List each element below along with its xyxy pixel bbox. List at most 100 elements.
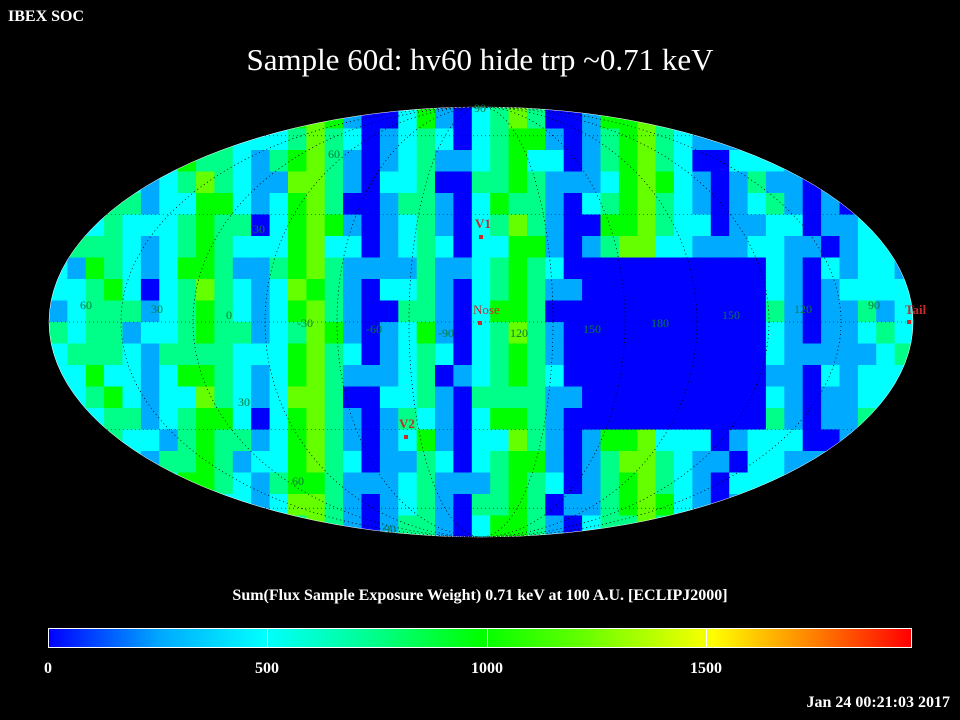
heatmap-cell — [710, 107, 730, 130]
heatmap-cell — [361, 515, 381, 537]
colorbar-tick — [267, 628, 268, 648]
heatmap-cell — [545, 408, 565, 431]
heatmap-cell — [765, 279, 785, 302]
graticule-lon — [120, 107, 842, 537]
heatmap-cell — [894, 193, 913, 216]
heatmap-cell — [765, 365, 785, 388]
heatmap-cell — [104, 386, 124, 409]
svg-text:V2: V2 — [399, 416, 415, 431]
heatmap-cell — [655, 279, 675, 302]
heatmap-cell — [747, 171, 767, 194]
heatmap-cell — [324, 128, 344, 151]
heatmap-cell — [765, 193, 785, 216]
heatmap-cell — [196, 236, 216, 259]
heatmap-cell — [122, 408, 142, 431]
heatmap-cell — [324, 472, 344, 495]
heatmap-cell — [251, 214, 271, 237]
heatmap-cell — [288, 365, 307, 388]
heatmap-cell — [361, 214, 381, 237]
heatmap-cell — [343, 451, 363, 474]
heatmap-cell — [306, 107, 326, 130]
lon-label: 120 — [510, 326, 528, 340]
heatmap-cell — [490, 300, 510, 323]
heatmap-cell — [508, 429, 528, 452]
heatmap-cell — [67, 343, 87, 366]
heatmap-cell — [416, 214, 436, 237]
heatmap-cell — [747, 451, 767, 474]
heatmap-cell — [288, 322, 307, 345]
lat-label: 90 — [384, 522, 396, 536]
heatmap-cell — [802, 214, 822, 237]
heatmap-cell — [821, 472, 841, 495]
heatmap-cell — [784, 300, 804, 323]
heatmap-cell — [435, 429, 454, 452]
heatmap-cell — [618, 279, 638, 302]
heatmap-cell — [251, 386, 271, 409]
heatmap-cell — [269, 451, 289, 474]
heatmap-cell — [582, 150, 602, 173]
heatmap-cell — [416, 494, 436, 517]
heatmap-cell — [600, 408, 620, 431]
heatmap-cell — [765, 429, 785, 452]
heatmap-cell — [710, 515, 730, 537]
heatmap-cell — [416, 236, 436, 259]
heatmap-cell — [269, 515, 289, 537]
heatmap-cell — [729, 150, 749, 173]
heatmap-cell — [122, 214, 142, 237]
heatmap-cell — [67, 128, 87, 151]
heatmap-cell — [582, 515, 602, 537]
heatmap-cell — [802, 279, 822, 302]
heatmap-cell — [637, 343, 657, 366]
heatmap-cell — [527, 451, 546, 474]
heatmap-cell — [637, 408, 657, 431]
heatmap-cell — [85, 494, 105, 517]
heatmap-cell — [67, 408, 87, 431]
heatmap-cell — [857, 343, 877, 366]
heatmap-cell — [545, 472, 565, 495]
heatmap-cell — [747, 193, 767, 216]
heatmap-cell — [821, 386, 841, 409]
heatmap-cell — [416, 193, 436, 216]
heatmap-cell — [747, 322, 767, 345]
heatmap-cell — [692, 365, 712, 388]
heatmap-cell — [471, 236, 491, 259]
heatmap-cell — [361, 408, 381, 431]
heatmap-cell — [214, 429, 234, 452]
heatmap-cell — [288, 214, 307, 237]
lon-label: 0 — [226, 308, 232, 322]
heatmap-cell — [85, 236, 105, 259]
heatmap-cell — [490, 150, 510, 173]
heatmap-cell — [361, 322, 381, 345]
heatmap-cell — [563, 214, 583, 237]
heatmap-cell — [104, 171, 124, 194]
svg-text:V1: V1 — [475, 216, 491, 231]
heatmap-cell — [839, 322, 859, 345]
heatmap-cell — [306, 236, 326, 259]
heatmap-cell — [435, 214, 454, 237]
heatmap-cell — [655, 236, 675, 259]
heatmap-cell — [159, 257, 179, 280]
heatmap-cell — [508, 343, 528, 366]
heatmap-cell — [563, 451, 583, 474]
heatmap-cell — [563, 515, 583, 537]
heatmap-cell — [876, 107, 896, 130]
heatmap-cell — [177, 236, 197, 259]
heatmap-cell — [490, 386, 510, 409]
heatmap-cell — [600, 494, 620, 517]
heatmap-cell — [453, 150, 473, 173]
heatmap-cell — [159, 451, 179, 474]
graticule-lon — [192, 107, 770, 537]
heatmap-cell — [416, 128, 436, 151]
heatmap-cell — [802, 515, 822, 537]
heatmap-cell — [545, 257, 565, 280]
heatmap-cell — [159, 515, 179, 537]
heatmap-cell — [600, 300, 620, 323]
heatmap-cell — [122, 515, 142, 537]
heatmap-cell — [251, 408, 271, 431]
heatmap-cell — [232, 386, 252, 409]
heatmap-cell — [49, 322, 68, 345]
heatmap-cell — [122, 472, 142, 495]
heatmap-cell — [821, 128, 841, 151]
lon-label: 60 — [80, 298, 92, 312]
heatmap-cell — [379, 365, 399, 388]
